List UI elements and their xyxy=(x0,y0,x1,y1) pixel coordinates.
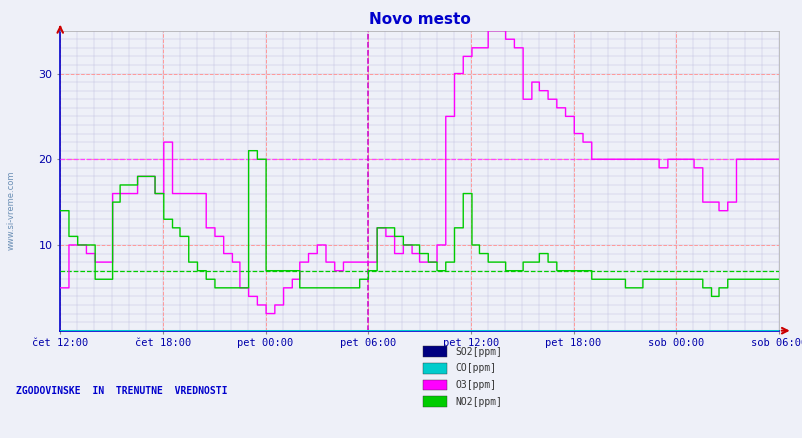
Text: NO2[ppm]: NO2[ppm] xyxy=(455,397,502,406)
Text: ZGODOVINSKE  IN  TRENUTNE  VREDNOSTI: ZGODOVINSKE IN TRENUTNE VREDNOSTI xyxy=(16,386,227,396)
Title: Novo mesto: Novo mesto xyxy=(368,12,470,27)
Text: O3[ppm]: O3[ppm] xyxy=(455,380,496,390)
Text: CO[ppm]: CO[ppm] xyxy=(455,364,496,373)
Text: SO2[ppm]: SO2[ppm] xyxy=(455,347,502,357)
Text: www.si-vreme.com: www.si-vreme.com xyxy=(6,170,15,250)
